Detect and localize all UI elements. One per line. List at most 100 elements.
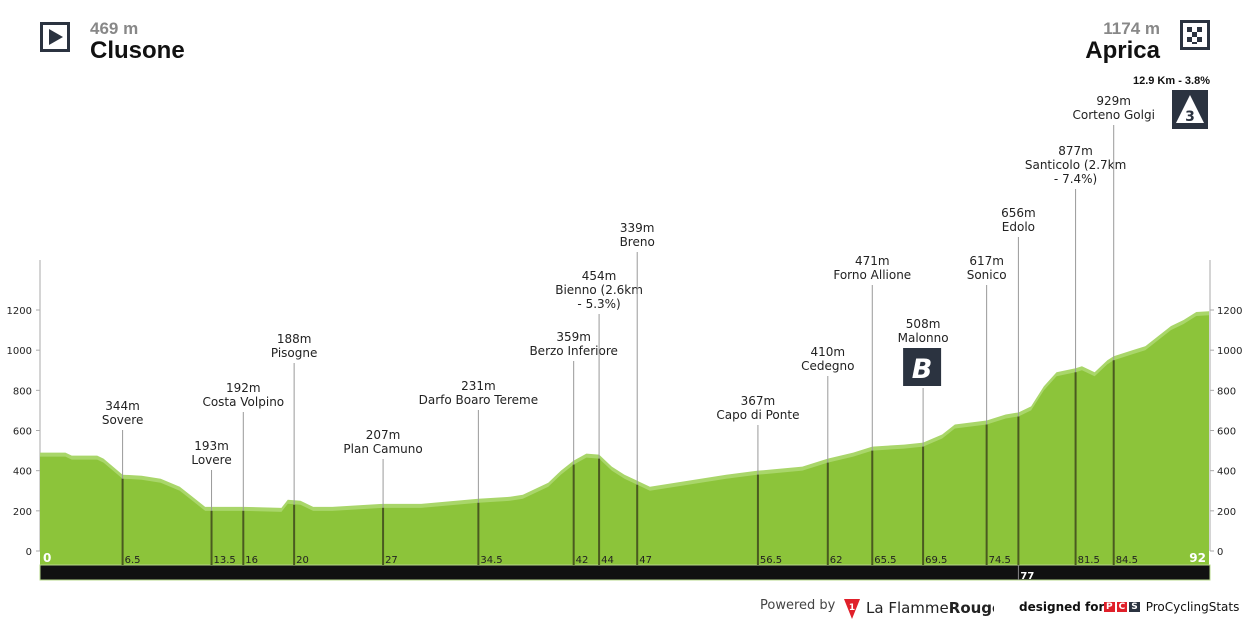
waypoint-name: - 5.3%) bbox=[577, 297, 620, 311]
waypoint-sovere: 344m Sovere bbox=[102, 399, 144, 565]
waypoint-lovere: 193m Lovere bbox=[191, 439, 232, 565]
svg-text:1: 1 bbox=[849, 603, 855, 613]
y-tick-label: 400 bbox=[13, 467, 32, 478]
waypoint-elevation: 344m bbox=[105, 399, 140, 413]
waypoint-plan: 207m Plan Camuno bbox=[343, 428, 423, 565]
waypoint-name: Bienno (2.6km bbox=[555, 283, 643, 297]
climb-info: 12.9 Km - 3.8% bbox=[1132, 75, 1210, 87]
waypoint-edolo: 656m Edolo bbox=[1001, 206, 1036, 565]
waypoint-name: Malonno bbox=[898, 331, 949, 345]
y-tick-label: 200 bbox=[13, 507, 32, 518]
start-altitude: 469 m bbox=[90, 19, 139, 38]
waypoint-elevation: 454m bbox=[582, 269, 617, 283]
waypoint-elevation: 656m bbox=[1001, 206, 1036, 220]
waypoint-costa: 192m Costa Volpino bbox=[202, 381, 284, 565]
waypoint-elevation: 877m bbox=[1058, 144, 1093, 158]
waypoint-name: Plan Camuno bbox=[343, 442, 422, 456]
waypoint-elevation: 410m bbox=[811, 345, 846, 359]
waypoint-corteno: 929m Corteno Golgi bbox=[1072, 94, 1155, 565]
waypoint-label: 454m Bienno (2.6km - 5.3%) bbox=[555, 269, 643, 311]
waypoint-name: Forno Allione bbox=[833, 268, 911, 282]
y-tick-label: 800 bbox=[13, 386, 32, 397]
km-label: 74.5 bbox=[989, 555, 1011, 566]
waypoint-elevation: 929m bbox=[1096, 94, 1131, 108]
waypoint-name: Lovere bbox=[191, 453, 231, 467]
waypoint-name: Cedegno bbox=[801, 359, 854, 373]
waypoint-elevation: 471m bbox=[855, 254, 890, 268]
y-tick-label: 400 bbox=[1217, 467, 1236, 478]
waypoint-name: Sonico bbox=[967, 268, 1007, 282]
waypoint-sonico: 617m Sonico bbox=[967, 254, 1007, 565]
waypoint-name: Berzo Inferiore bbox=[529, 344, 617, 358]
km-label: 20 bbox=[296, 555, 309, 566]
waypoint-forno: 471m Forno Allione bbox=[833, 254, 911, 565]
waypoint-label: 339m Breno bbox=[620, 221, 655, 249]
y-tick-label: 600 bbox=[13, 427, 32, 438]
km-label: 6.5 bbox=[125, 555, 141, 566]
finish-altitude: 1174 m bbox=[1103, 19, 1160, 38]
km-label: 84.5 bbox=[1116, 555, 1138, 566]
waypoint-name: Breno bbox=[620, 235, 655, 249]
waypoint-name: Sovere bbox=[102, 413, 144, 427]
sprint-badge bbox=[903, 348, 942, 386]
km-label: 16 bbox=[245, 555, 258, 566]
waypoint-label: 207m Plan Camuno bbox=[343, 428, 422, 456]
waypoint-elevation: 617m bbox=[969, 254, 1004, 268]
waypoint-bienno: 454m Bienno (2.6km - 5.3%) bbox=[555, 269, 643, 565]
finish-name: Aprica bbox=[1085, 37, 1160, 64]
waypoint-elevation: 339m bbox=[620, 221, 655, 235]
y-tick-label: 200 bbox=[1217, 507, 1236, 518]
waypoint-capo: 367m Capo di Ponte bbox=[716, 394, 799, 565]
la-flamme-rouge-logo[interactable]: 1 La FlammeRouge bbox=[844, 597, 1002, 625]
km-label: 27 bbox=[385, 555, 398, 566]
waypoint-label: 344m Sovere bbox=[102, 399, 144, 427]
waypoint-elevation: 231m bbox=[461, 379, 496, 393]
waypoint-label: 471m Forno Allione bbox=[833, 254, 911, 282]
waypoint-elevation: 188m bbox=[277, 332, 312, 346]
waypoint-elevation: 193m bbox=[194, 439, 229, 453]
waypoint-name: Pisogne bbox=[271, 346, 318, 360]
start-name: Clusone bbox=[90, 37, 185, 64]
waypoint-label: 231m Darfo Boaro Tereme bbox=[419, 379, 538, 407]
km-label: 47 bbox=[639, 555, 652, 566]
waypoint-name: Darfo Boaro Tereme bbox=[419, 393, 538, 407]
waypoint-elevation: 359m bbox=[556, 330, 591, 344]
km-label: 13.5 bbox=[214, 555, 236, 566]
waypoint-label: 617m Sonico bbox=[967, 254, 1007, 282]
waypoint-label: 359m Berzo Inferiore bbox=[529, 330, 617, 358]
waypoint-elevation: 192m bbox=[226, 381, 261, 395]
y-tick-label: 1200 bbox=[1217, 306, 1242, 317]
waypoint-breno: 339m Breno bbox=[620, 221, 655, 565]
km-label: 92 bbox=[1189, 551, 1206, 565]
km-label: 62 bbox=[830, 555, 843, 566]
profile-area bbox=[40, 315, 1209, 565]
y-tick-label: 1200 bbox=[7, 306, 32, 317]
waypoint-cedegno: 410m Cedegno bbox=[801, 345, 854, 565]
waypoint-elevation: 367m bbox=[741, 394, 776, 408]
km-label: 65.5 bbox=[874, 555, 896, 566]
svg-text:La FlammeRouge: La FlammeRouge bbox=[866, 599, 994, 617]
waypoint-pisogne: 188m Pisogne bbox=[271, 332, 318, 565]
pcs-logo[interactable]: P C S ProCyclingStats bbox=[1104, 600, 1240, 614]
km-label: 34.5 bbox=[480, 555, 502, 566]
waypoint-label: 192m Costa Volpino bbox=[202, 381, 284, 409]
km-label: 69.5 bbox=[925, 555, 947, 566]
play-icon bbox=[40, 22, 70, 52]
climb-category-icon: 3 bbox=[1172, 90, 1208, 129]
km-label: 42 bbox=[576, 555, 589, 566]
y-tick-label: 1000 bbox=[7, 346, 32, 357]
waypoint-label: 929m Corteno Golgi bbox=[1072, 94, 1154, 122]
y-tick-label: 600 bbox=[1217, 427, 1236, 438]
waypoint-label: 508m Malonno bbox=[898, 317, 949, 345]
km-label: 0 bbox=[43, 551, 51, 565]
waypoint-santicolo: 877m Santicolo (2.7km - 7.4%) bbox=[1025, 144, 1126, 565]
powered-by: Powered by bbox=[760, 598, 836, 613]
y-tick-label: 0 bbox=[1217, 547, 1223, 558]
sprint-icon: B bbox=[903, 348, 942, 386]
waypoint-name: Corteno Golgi bbox=[1072, 108, 1154, 122]
waypoint-label: 877m Santicolo (2.7km - 7.4%) bbox=[1025, 144, 1126, 186]
waypoint-label: 410m Cedegno bbox=[801, 345, 854, 373]
waypoint-label: 188m Pisogne bbox=[271, 332, 318, 360]
km-label: 56.5 bbox=[760, 555, 782, 566]
